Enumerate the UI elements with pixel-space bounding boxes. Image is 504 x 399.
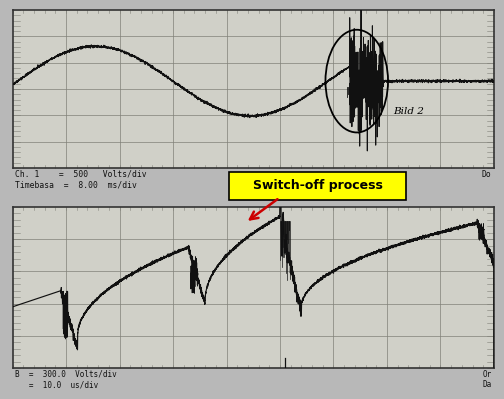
FancyBboxPatch shape	[229, 172, 406, 200]
Text: Do: Do	[482, 170, 491, 179]
Text: Ch. 1    =  500   Volts/div
Timebasa  =  8.00  ms/div: Ch. 1 = 500 Volts/div Timebasa = 8.00 ms…	[15, 170, 147, 190]
Text: Switch-off process: Switch-off process	[253, 180, 383, 192]
Text: B  =  300.0  Volts/div
   =  10.0  us/div: B = 300.0 Volts/div = 10.0 us/div	[15, 370, 117, 389]
Text: Bild 2: Bild 2	[393, 107, 424, 116]
Text: Or
Da: Or Da	[482, 370, 491, 389]
